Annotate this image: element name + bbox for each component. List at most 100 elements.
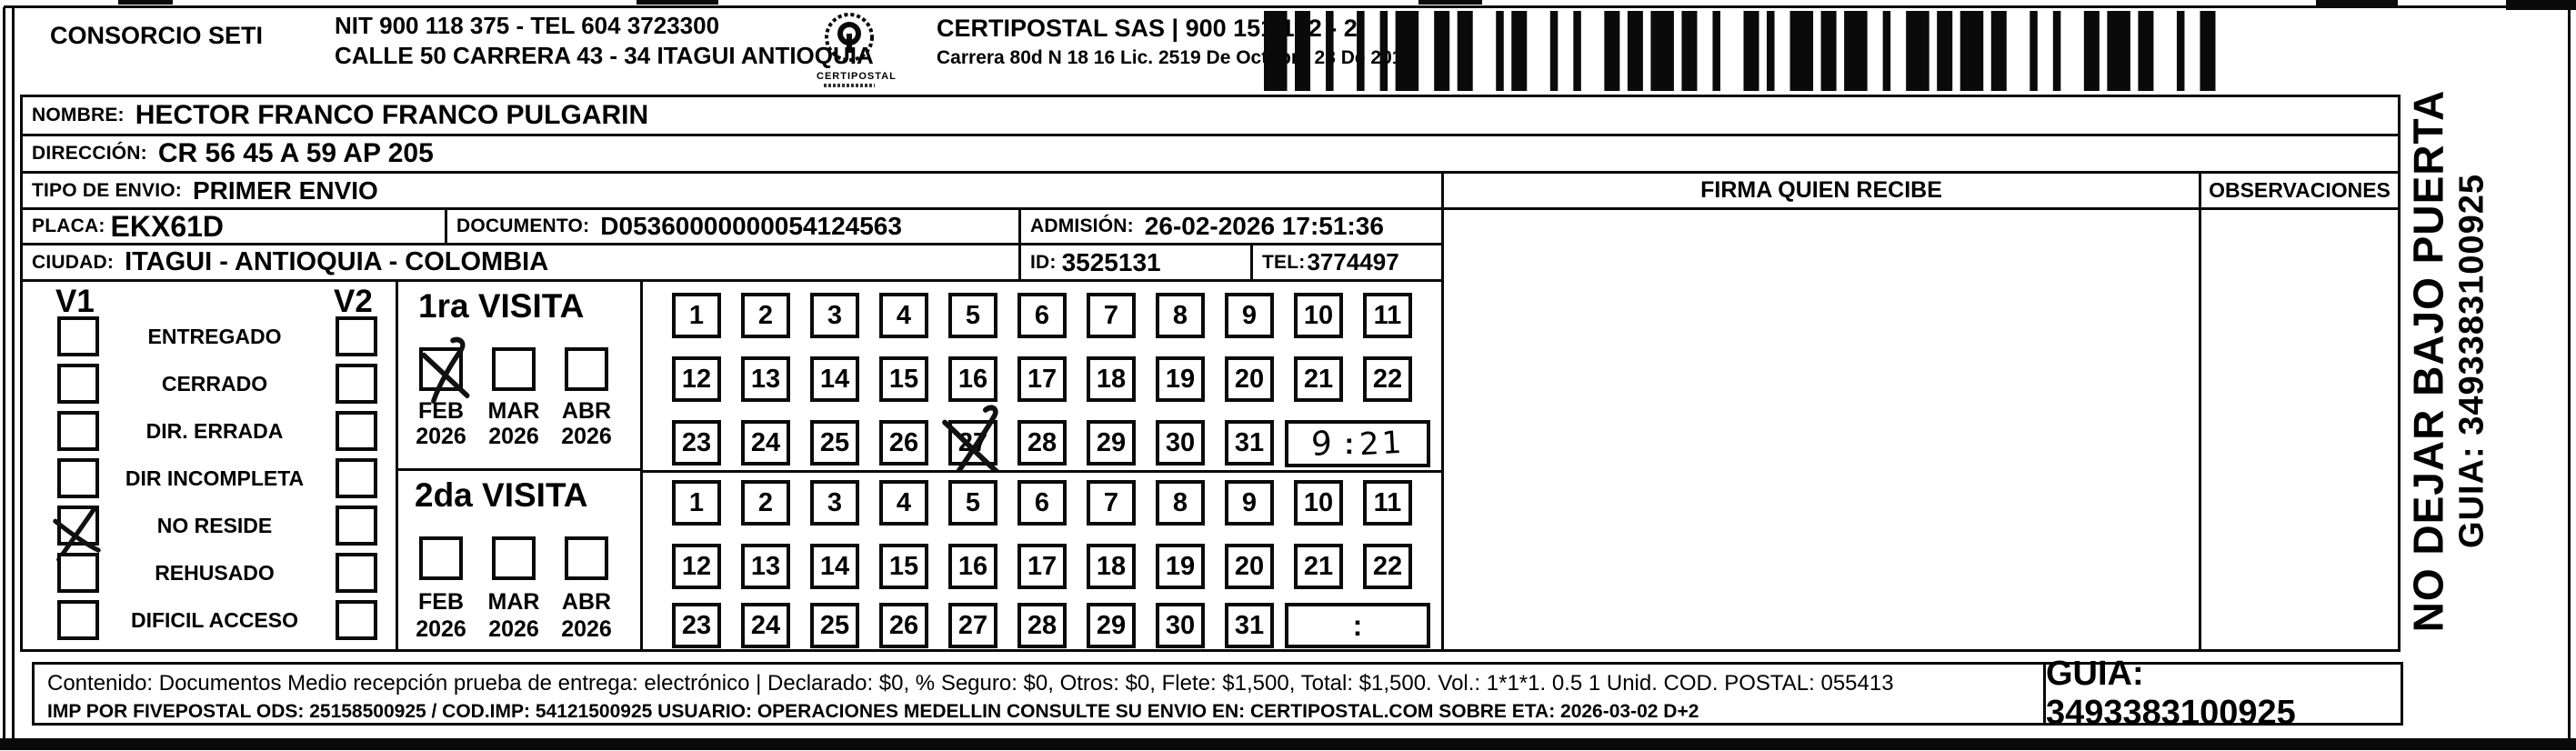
first-visit-time-box[interactable]: 9 : 21 <box>1285 420 1430 467</box>
v2-checkbox-dir-errada[interactable] <box>336 411 377 451</box>
day-cell-21[interactable]: 21 <box>1294 356 1343 402</box>
day-cell-22[interactable]: 22 <box>1363 356 1412 402</box>
day-cell-7[interactable]: 7 <box>1087 480 1136 526</box>
day-cell-5[interactable]: 5 <box>948 480 997 526</box>
day-cell-19[interactable]: 19 <box>1156 544 1205 589</box>
day-cell-14[interactable]: 14 <box>810 544 859 589</box>
nombre-row: NOMBRE: HECTOR FRANCO FRANCO PULGARIN <box>20 95 2401 136</box>
day-cell-4[interactable]: 4 <box>879 293 928 338</box>
day-cell-8[interactable]: 8 <box>1156 293 1205 338</box>
day-cell-24[interactable]: 24 <box>741 420 790 466</box>
day-cell-11[interactable]: 11 <box>1363 293 1412 338</box>
v1-checkbox-dificil-acceso[interactable] <box>57 600 99 640</box>
day-cell-12[interactable]: 12 <box>672 356 721 402</box>
month-checkbox-abr[interactable] <box>565 347 608 391</box>
day-cell-30[interactable]: 30 <box>1156 603 1205 648</box>
v2-checkbox-no-reside[interactable] <box>336 506 377 546</box>
documento-label: DOCUMENTO: <box>456 215 590 236</box>
day-cell-1[interactable]: 1 <box>672 480 721 526</box>
page-left-border-outer <box>3 7 5 746</box>
day-cell-3[interactable]: 3 <box>810 293 859 338</box>
day-cell-25[interactable]: 25 <box>810 603 859 648</box>
month-checkbox-feb[interactable] <box>419 536 463 580</box>
v2-checkbox-cerrado[interactable] <box>336 364 377 404</box>
day-cell-17[interactable]: 17 <box>1017 544 1067 589</box>
day-cell-1[interactable]: 1 <box>672 293 721 338</box>
v2-checkbox-dificil-acceso[interactable] <box>336 600 377 640</box>
day-cell-31[interactable]: 31 <box>1225 420 1274 466</box>
v1-checkbox-dir-errada[interactable] <box>57 411 99 451</box>
v1-checkbox-no-reside[interactable] <box>53 506 101 562</box>
admision-cell: ADMISIÓN: 26-02-2026 17:51:36 <box>1018 207 1444 245</box>
day-cell-28[interactable]: 28 <box>1017 603 1067 648</box>
day-cell-9[interactable]: 9 <box>1225 293 1274 338</box>
day-cell-5[interactable]: 5 <box>948 293 997 338</box>
day-cell-15[interactable]: 15 <box>879 356 928 402</box>
day-cell-7[interactable]: 7 <box>1087 293 1136 338</box>
day-cell-28[interactable]: 28 <box>1017 420 1067 466</box>
day-cell-6[interactable]: 6 <box>1017 480 1067 526</box>
day-cell-2[interactable]: 2 <box>741 480 790 526</box>
second-visit-time-box[interactable]: : <box>1285 603 1430 648</box>
month-checkbox-mar[interactable] <box>492 347 536 391</box>
v1-checkbox-rehusado[interactable] <box>57 553 99 593</box>
day-cell-29[interactable]: 29 <box>1087 420 1136 466</box>
page-left-border-inner <box>12 7 15 746</box>
day-cell-13[interactable]: 13 <box>741 544 790 589</box>
v1-checkbox-cerrado[interactable] <box>57 364 99 404</box>
day-cell-10[interactable]: 10 <box>1294 480 1343 526</box>
tipo-envio-label: TIPO DE ENVIO: <box>32 179 182 201</box>
day-cell-24[interactable]: 24 <box>741 603 790 648</box>
v2-checkbox-entregado[interactable] <box>336 316 377 356</box>
day-cell-20[interactable]: 20 <box>1225 544 1274 589</box>
day-cell-19[interactable]: 19 <box>1156 356 1205 402</box>
v1-checkbox-entregado[interactable] <box>57 316 99 356</box>
v2-checkbox-rehusado[interactable] <box>336 553 377 593</box>
admision-value: 26-02-2026 17:51:36 <box>1144 212 1384 240</box>
observaciones-area[interactable] <box>2199 207 2401 652</box>
day-cell-22[interactable]: 22 <box>1363 544 1412 589</box>
day-cell-11[interactable]: 11 <box>1363 480 1412 526</box>
day-cell-17[interactable]: 17 <box>1017 356 1067 402</box>
day-cell-27[interactable]: 27 <box>948 603 997 648</box>
day-cell-18[interactable]: 18 <box>1087 356 1136 402</box>
footer-line2: IMP POR FIVEPOSTAL ODS: 25158500925 / CO… <box>47 701 1699 722</box>
second-visit-title: 2da VISITA <box>415 476 588 514</box>
firma-signature-area[interactable] <box>1441 207 2201 652</box>
day-cell-9[interactable]: 9 <box>1225 480 1274 526</box>
day-cell-15[interactable]: 15 <box>879 544 928 589</box>
day-cell-3[interactable]: 3 <box>810 480 859 526</box>
ciudad-cell: CIUDAD: ITAGUI - ANTIOQUIA - COLOMBIA <box>20 243 1021 282</box>
day-cell-2[interactable]: 2 <box>741 293 790 338</box>
day-cell-27[interactable]: 27 <box>942 405 1005 482</box>
day-cell-4[interactable]: 4 <box>879 480 928 526</box>
day-cell-12[interactable]: 12 <box>672 544 721 589</box>
day-cell-6[interactable]: 6 <box>1017 293 1067 338</box>
month-checkbox-abr[interactable] <box>565 536 608 580</box>
day-cell-14[interactable]: 14 <box>810 356 859 402</box>
month-checkbox-mar[interactable] <box>492 536 536 580</box>
day-cell-29[interactable]: 29 <box>1087 603 1136 648</box>
day-cell-25[interactable]: 25 <box>810 420 859 466</box>
day-cell-16[interactable]: 16 <box>948 356 997 402</box>
day-cell-20[interactable]: 20 <box>1225 356 1274 402</box>
day-cell-13[interactable]: 13 <box>741 356 790 402</box>
status-option-label: DIFICIL ACCESO <box>130 608 298 632</box>
day-cell-21[interactable]: 21 <box>1294 544 1343 589</box>
day-cell-26[interactable]: 26 <box>879 603 928 648</box>
v2-checkbox-dir-incompleta[interactable] <box>336 458 377 498</box>
observaciones-header-cell: OBSERVACIONES <box>2199 171 2401 210</box>
day-cell-18[interactable]: 18 <box>1087 544 1136 589</box>
day-cell-26[interactable]: 26 <box>879 420 928 466</box>
day-cell-10[interactable]: 10 <box>1294 293 1343 338</box>
day-cell-23[interactable]: 23 <box>672 420 721 466</box>
day-cell-31[interactable]: 31 <box>1225 603 1274 648</box>
status-option-label: REHUSADO <box>155 561 275 585</box>
v1-checkbox-dir-incompleta[interactable] <box>57 458 99 498</box>
day-cell-30[interactable]: 30 <box>1156 420 1205 466</box>
month-year-label: 2026 <box>488 616 539 642</box>
day-cell-16[interactable]: 16 <box>948 544 997 589</box>
second-visit-time-colon: : <box>1352 608 1363 642</box>
day-cell-23[interactable]: 23 <box>672 603 721 648</box>
day-cell-8[interactable]: 8 <box>1156 480 1205 526</box>
